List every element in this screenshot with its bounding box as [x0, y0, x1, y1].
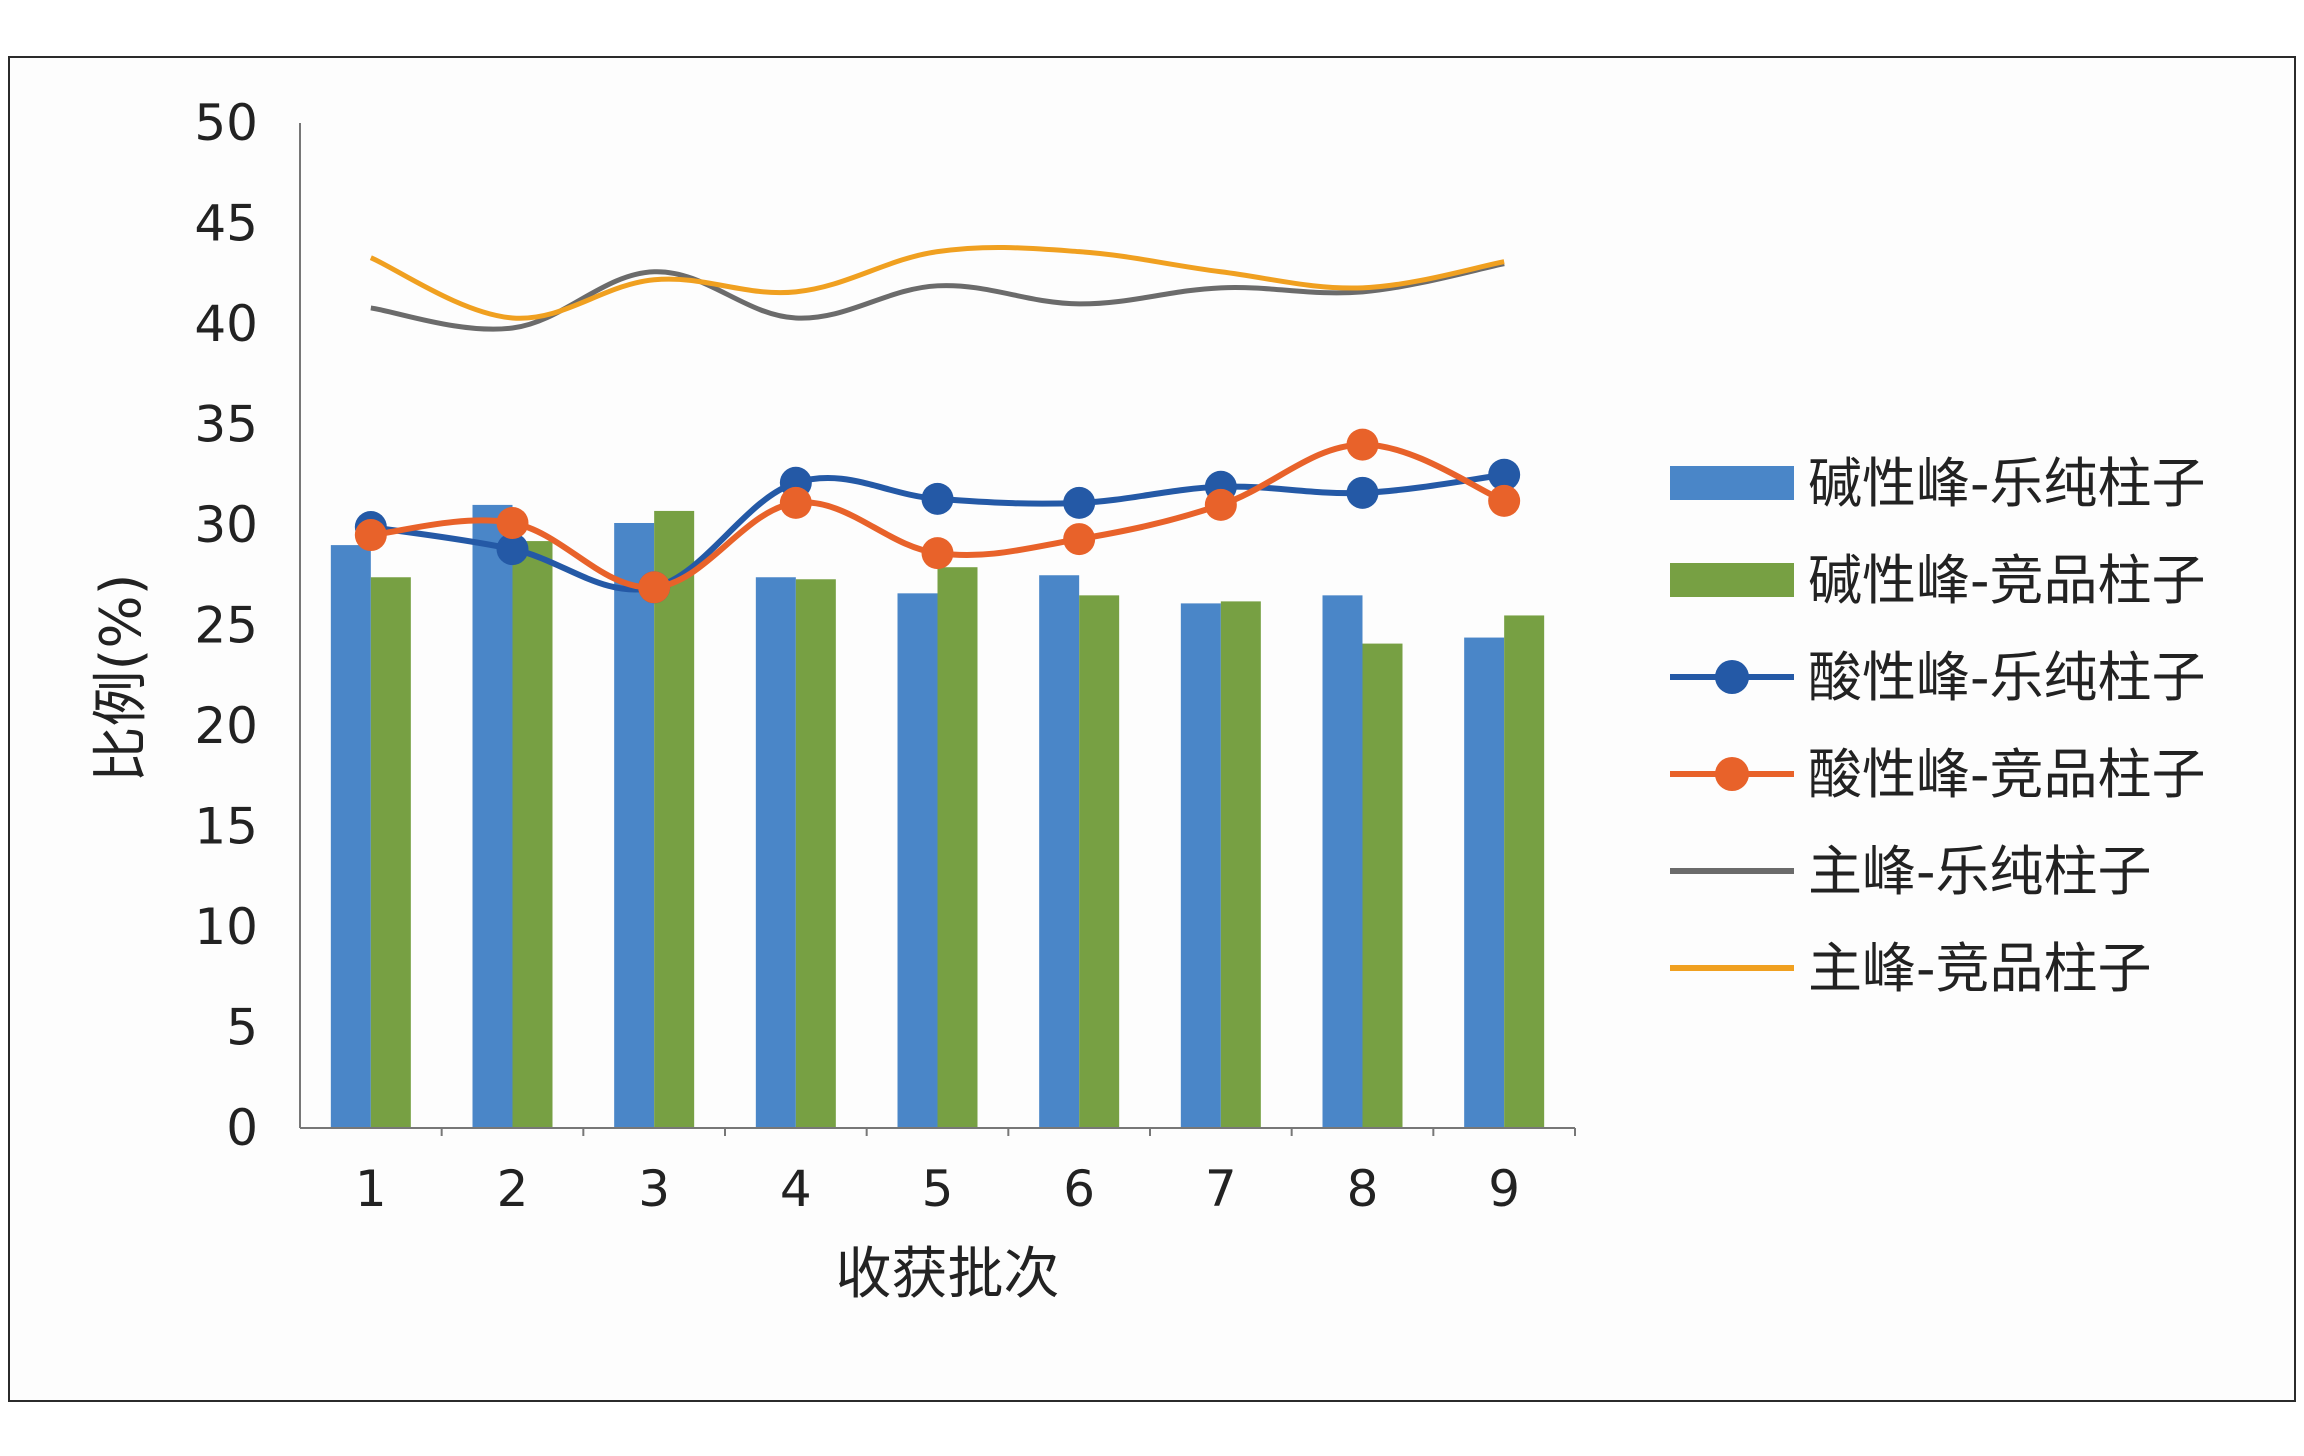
legend-item: 酸性峰-乐纯柱子 [1670, 646, 2206, 709]
y-tick-label: 10 [194, 898, 258, 956]
y-tick-label: 15 [194, 798, 258, 856]
bar-2 [1220, 601, 1261, 1128]
series-point-2 [638, 571, 671, 604]
legend-label: 主峰-乐纯柱子 [1808, 840, 2152, 903]
x-tick-label: 8 [1347, 1160, 1379, 1218]
legend-swatch [1670, 466, 1794, 500]
bar-1 [1464, 637, 1505, 1128]
bar-1 [472, 504, 513, 1128]
legend-item: 碱性峰-竞品柱子 [1670, 549, 2206, 612]
bar-2 [937, 567, 978, 1128]
y-tick-label: 40 [194, 295, 258, 353]
series-point-2 [354, 519, 387, 552]
y-axis-title: 比例(%) [89, 574, 154, 783]
x-tick-label: 7 [1205, 1160, 1237, 1218]
series-line-3 [370, 261, 1505, 332]
legend-label: 酸性峰-竞品柱子 [1808, 743, 2206, 806]
legend-swatch [1670, 563, 1794, 597]
series-point-2 [1488, 484, 1521, 517]
legend-item: 酸性峰-竞品柱子 [1670, 743, 2206, 806]
legend-item: 主峰-乐纯柱子 [1670, 840, 2152, 903]
bars-layer [330, 504, 1545, 1128]
bar-2 [795, 579, 836, 1128]
legend-label: 主峰-竞品柱子 [1808, 937, 2152, 1000]
series-point-1 [1063, 486, 1096, 519]
series-point-1 [1346, 476, 1379, 509]
y-tick-label: 5 [226, 999, 258, 1057]
y-tick-label: 30 [194, 496, 258, 554]
series-point-2 [779, 486, 812, 519]
x-axis-title: 收获批次 [836, 1242, 1060, 1307]
bar-2 [1362, 643, 1403, 1128]
x-tick-label: 4 [780, 1160, 812, 1218]
bar-1 [755, 577, 796, 1128]
bar-2 [370, 577, 411, 1128]
bar-2 [512, 541, 553, 1128]
y-tick-label: 0 [226, 1099, 258, 1157]
legend-label: 酸性峰-乐纯柱子 [1808, 646, 2206, 709]
y-tick-label: 25 [194, 597, 258, 655]
bar-1 [330, 545, 371, 1128]
y-tick-label: 45 [194, 195, 258, 253]
y-tick-label: 50 [194, 94, 258, 152]
x-tick-label: 9 [1488, 1160, 1520, 1218]
series-point-1 [921, 482, 954, 515]
legend-label: 碱性峰-竞品柱子 [1808, 549, 2206, 612]
series-point-1 [496, 533, 529, 566]
x-tick-label: 2 [497, 1160, 529, 1218]
bar-1 [1039, 575, 1080, 1128]
legend-item: 主峰-竞品柱子 [1670, 937, 2152, 1000]
bar-2 [654, 510, 695, 1128]
x-tick-label: 1 [355, 1160, 387, 1218]
x-tick-label: 6 [1063, 1160, 1095, 1218]
series-point-2 [496, 506, 529, 539]
legend-marker [1715, 757, 1749, 791]
bar-1 [1180, 603, 1221, 1128]
series-point-2 [1204, 488, 1237, 521]
series-point-1 [1488, 458, 1521, 491]
chart-frame: 0 5 10 15 20 25 30 35 40 45 50 1 2 3 4 5 6 7 8 9 碱性峰-乐纯柱子 碱性… [8, 56, 2296, 1402]
series-point-2 [1346, 428, 1379, 461]
series-point-2 [1063, 523, 1096, 556]
bar-1 [897, 593, 938, 1128]
legend-marker [1715, 660, 1749, 694]
x-tick-label: 5 [922, 1160, 954, 1218]
y-tick-label: 35 [194, 396, 258, 454]
x-tick-label: 3 [638, 1160, 670, 1218]
bar-1 [1322, 595, 1363, 1128]
lines-layer [354, 244, 1521, 604]
legend-item: 碱性峰-乐纯柱子 [1670, 452, 2206, 515]
bar-2 [1079, 595, 1120, 1128]
bar-2 [1504, 615, 1545, 1128]
series-line-4 [369, 244, 1505, 321]
legend-label: 碱性峰-乐纯柱子 [1808, 452, 2206, 515]
bar-1 [614, 522, 655, 1128]
legend: 碱性峰-乐纯柱子碱性峰-竞品柱子酸性峰-乐纯柱子酸性峰-竞品柱子主峰-乐纯柱子主… [1670, 452, 2206, 1000]
y-tick-label: 20 [194, 697, 258, 755]
series-point-2 [921, 537, 954, 570]
